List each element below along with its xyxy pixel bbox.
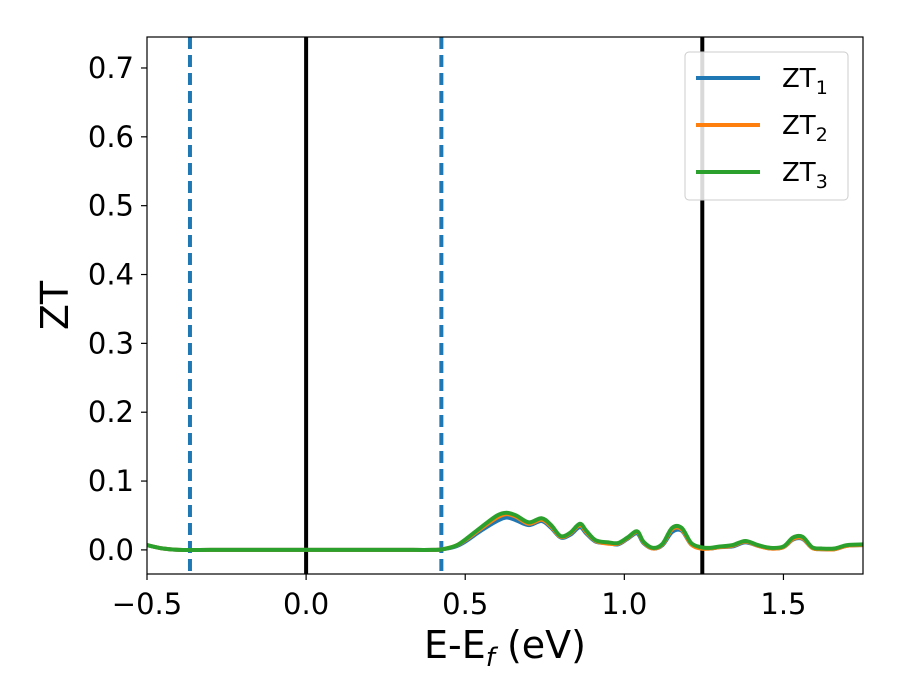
y-tick-label: 0.7 (88, 51, 134, 85)
legend: ZT1 ZT2 ZT3 (684, 51, 849, 201)
plot-frame (146, 36, 864, 575)
x-tick-label: −0.5 (112, 587, 182, 621)
x-tick-label: 0.5 (442, 587, 488, 621)
series-line-zt3 (147, 510, 863, 553)
x-axis-title-main: E-E (424, 623, 486, 667)
legend-label-2: ZT2 (782, 111, 828, 146)
y-tick-label: 0.2 (88, 395, 134, 429)
x-tick-label: 1.5 (760, 587, 806, 621)
y-tick-label: 0.5 (88, 189, 134, 223)
legend-box (684, 51, 849, 201)
series-lines (147, 510, 863, 553)
x-tick-label: 0.0 (283, 587, 329, 621)
y-tick-label: 0.6 (88, 120, 134, 154)
y-tick-label: 0.1 (88, 464, 134, 498)
axis-ticks: −0.5 0.0 0.5 1.0 1.5 0.0 0.1 0.2 0.3 0.4 0.5 0.6 0.7 (88, 51, 807, 621)
x-tick-label: 1.0 (601, 587, 647, 621)
x-axis-title: E-Ef (eV) (424, 623, 586, 673)
y-tick-label: 0.4 (88, 258, 134, 292)
legend-label-3: ZT3 (782, 158, 828, 193)
x-axis-title-unit: (eV) (495, 623, 586, 667)
y-axis-title: ZT (33, 280, 77, 330)
y-tick-label: 0.0 (88, 533, 134, 567)
legend-label-1: ZT1 (782, 64, 828, 99)
y-tick-label: 0.3 (88, 326, 134, 360)
reference-lines (187, 37, 705, 574)
